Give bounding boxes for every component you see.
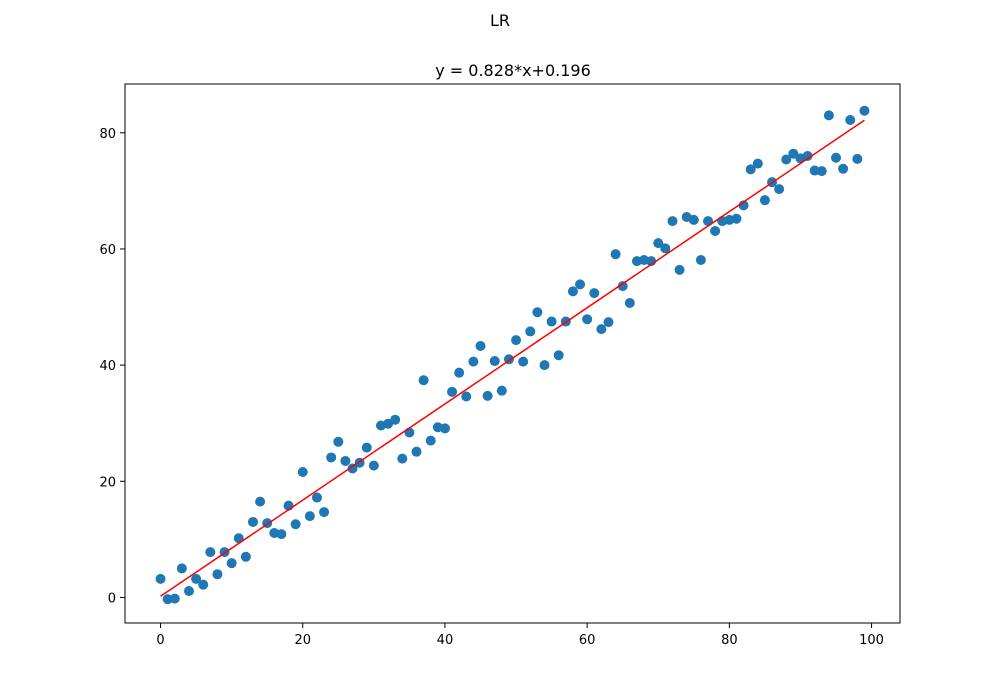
data-point bbox=[276, 529, 287, 540]
data-point bbox=[198, 579, 209, 590]
data-point bbox=[319, 507, 330, 518]
data-point bbox=[390, 414, 401, 425]
data-point bbox=[439, 423, 450, 434]
data-point bbox=[496, 385, 507, 396]
data-point bbox=[183, 586, 194, 597]
data-point bbox=[418, 375, 429, 386]
data-point bbox=[567, 286, 578, 297]
data-point bbox=[255, 496, 266, 507]
data-point bbox=[667, 216, 678, 227]
data-point bbox=[489, 356, 500, 367]
data-point bbox=[710, 225, 721, 236]
data-point bbox=[454, 367, 465, 378]
data-point bbox=[703, 216, 714, 227]
y-tick-label: 0 bbox=[108, 591, 116, 606]
data-point bbox=[333, 436, 344, 447]
data-point bbox=[340, 455, 351, 466]
data-point bbox=[553, 350, 564, 361]
data-point bbox=[674, 264, 685, 275]
data-point bbox=[859, 105, 870, 116]
data-point bbox=[468, 356, 479, 367]
data-point bbox=[539, 360, 550, 371]
data-point bbox=[816, 166, 827, 177]
data-point bbox=[368, 460, 379, 471]
data-point bbox=[425, 435, 436, 446]
data-point bbox=[582, 314, 593, 325]
data-point bbox=[290, 519, 301, 530]
data-point bbox=[169, 593, 180, 604]
data-point bbox=[176, 563, 187, 574]
data-point bbox=[852, 153, 863, 164]
data-point bbox=[397, 453, 408, 464]
x-tick-label: 80 bbox=[721, 633, 738, 648]
x-tick-label: 100 bbox=[859, 633, 884, 648]
data-point bbox=[653, 238, 664, 249]
data-point bbox=[247, 516, 258, 527]
data-point bbox=[688, 214, 699, 225]
figure-title: LR bbox=[490, 11, 510, 30]
data-point bbox=[617, 281, 628, 292]
data-point bbox=[233, 533, 244, 544]
data-point bbox=[191, 573, 202, 584]
data-point bbox=[823, 110, 834, 121]
data-point bbox=[695, 254, 706, 265]
data-point bbox=[511, 335, 522, 346]
data-point bbox=[155, 573, 166, 584]
y-tick-label: 40 bbox=[99, 359, 116, 374]
data-point bbox=[347, 463, 358, 474]
data-point bbox=[752, 158, 763, 169]
data-point bbox=[838, 163, 849, 174]
plot-area: 0 20 40 60 80 100 0 20 40 60 80 bbox=[99, 105, 884, 648]
data-point bbox=[240, 551, 251, 562]
y-tick-label: 20 bbox=[99, 475, 116, 490]
data-point bbox=[845, 115, 856, 126]
data-point bbox=[326, 452, 337, 463]
data-point bbox=[361, 442, 372, 453]
data-point bbox=[546, 316, 557, 327]
data-point bbox=[589, 288, 600, 299]
data-point bbox=[788, 148, 799, 159]
data-point bbox=[802, 151, 813, 162]
data-point bbox=[759, 195, 770, 206]
chart-title: y = 0.828*x+0.196 bbox=[435, 61, 591, 80]
axes-frame bbox=[124, 83, 901, 624]
data-point bbox=[226, 558, 237, 569]
data-point bbox=[610, 249, 621, 260]
y-tick-label: 60 bbox=[99, 243, 116, 258]
data-point bbox=[525, 326, 536, 337]
y-tick-label: 80 bbox=[99, 127, 116, 142]
data-point bbox=[731, 213, 742, 224]
x-tick-label: 40 bbox=[437, 633, 454, 648]
data-point bbox=[411, 446, 422, 457]
data-point bbox=[205, 547, 216, 558]
data-point bbox=[304, 511, 315, 522]
data-point bbox=[831, 152, 842, 163]
data-point bbox=[596, 324, 607, 335]
data-point bbox=[212, 569, 223, 580]
data-point bbox=[461, 391, 472, 402]
data-point bbox=[475, 340, 486, 351]
data-point bbox=[447, 386, 458, 397]
data-point bbox=[311, 492, 322, 503]
data-point bbox=[745, 164, 756, 175]
x-tick-label: 20 bbox=[294, 633, 311, 648]
data-point bbox=[575, 279, 586, 290]
x-tick-label: 60 bbox=[579, 633, 596, 648]
data-point bbox=[774, 184, 785, 195]
data-point bbox=[482, 390, 493, 401]
data-point bbox=[297, 466, 308, 477]
x-tick-label: 0 bbox=[156, 633, 164, 648]
data-point bbox=[660, 243, 671, 254]
data-point bbox=[404, 427, 415, 438]
data-point bbox=[518, 356, 529, 367]
regression-line bbox=[160, 119, 865, 597]
data-point bbox=[603, 317, 614, 328]
data-point bbox=[624, 297, 635, 308]
data-point bbox=[781, 154, 792, 165]
data-point bbox=[532, 307, 543, 318]
